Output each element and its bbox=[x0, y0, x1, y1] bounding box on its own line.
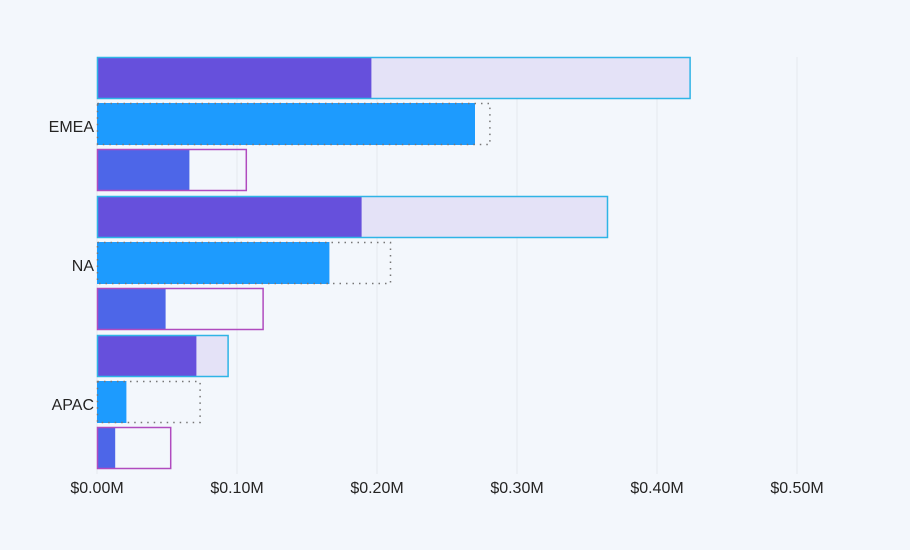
x-tick-label: $0.20M bbox=[350, 480, 403, 497]
x-tick-label: $0.00M bbox=[70, 480, 123, 497]
x-tick-label: $0.50M bbox=[770, 480, 823, 497]
target-outline bbox=[96, 102, 491, 146]
target-outline bbox=[96, 195, 609, 239]
category-label: EMEA bbox=[49, 119, 95, 136]
target-outline bbox=[96, 287, 264, 331]
target-outline bbox=[96, 148, 248, 192]
target-outline bbox=[96, 334, 229, 378]
x-tick-label: $0.30M bbox=[490, 480, 543, 497]
value-bar bbox=[97, 427, 116, 469]
value-bar bbox=[97, 57, 372, 99]
x-tick-label: $0.10M bbox=[210, 480, 263, 497]
target-outline bbox=[96, 56, 691, 100]
target-outline bbox=[96, 380, 201, 424]
target-outline bbox=[96, 241, 392, 285]
value-bar bbox=[97, 288, 166, 330]
category-label: APAC bbox=[52, 397, 94, 414]
value-bar bbox=[97, 149, 190, 191]
x-tick-label: $0.40M bbox=[630, 480, 683, 497]
value-bar bbox=[97, 196, 362, 238]
value-bar bbox=[97, 335, 197, 377]
category-label: NA bbox=[72, 258, 95, 275]
value-bar bbox=[97, 381, 127, 423]
value-bar bbox=[97, 103, 475, 145]
target-outline bbox=[96, 426, 172, 470]
value-bar bbox=[97, 242, 330, 284]
